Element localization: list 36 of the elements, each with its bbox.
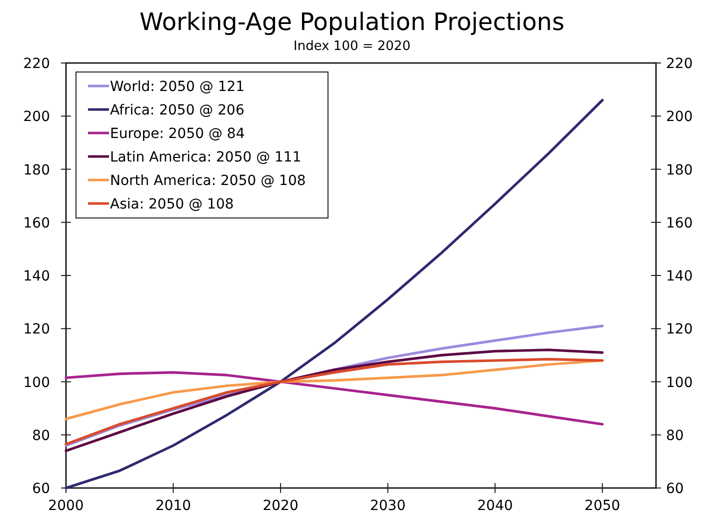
y-tick-label: 160 — [23, 215, 50, 232]
y-tick-label: 200 — [23, 109, 50, 126]
line-series — [64, 371, 604, 426]
legend-label: Africa: 2050 @ 206 — [110, 102, 244, 118]
y-tick-label: 120 — [23, 322, 50, 338]
chart-subtitle: Index 100 = 2020 — [294, 39, 410, 54]
y-tick-label: 100 — [23, 374, 50, 391]
y2-tick-label: 60 — [666, 481, 684, 497]
line-series — [64, 358, 604, 446]
line-series — [64, 348, 604, 452]
legend-label: World: 2050 @ 121 — [110, 79, 245, 95]
x-tick-label: 2010 — [155, 498, 192, 514]
y-tick-label: 140 — [23, 268, 50, 284]
legend-label: Latin America: 2050 @ 111 — [110, 150, 302, 166]
y2-tick-label: 100 — [666, 374, 693, 391]
y2-tick-label: 140 — [666, 268, 693, 284]
x-tick-label: 2020 — [262, 498, 298, 514]
legend-label: Asia: 2050 @ 108 — [110, 196, 234, 212]
x-tick-label: 2050 — [584, 498, 620, 514]
y2-tick-label: 120 — [666, 322, 693, 338]
y2-tick-label: 200 — [666, 109, 693, 126]
y-tick-label: 80 — [32, 428, 50, 444]
y-tick-label: 180 — [23, 162, 50, 178]
legend-label: Europe: 2050 @ 84 — [110, 126, 245, 142]
y2-tick-label: 220 — [666, 56, 693, 72]
x-tick-label: 2000 — [48, 498, 84, 514]
y2-tick-label: 160 — [666, 215, 693, 232]
chart-title: Working-Age Population Projections — [140, 8, 564, 36]
legend-label: North America: 2050 @ 108 — [110, 173, 306, 189]
y2-tick-label: 80 — [666, 428, 684, 444]
y2-tick-label: 180 — [666, 162, 693, 178]
x-tick-label: 2040 — [477, 498, 513, 514]
y-tick-label: 60 — [32, 481, 50, 497]
line-series — [64, 98, 604, 490]
y-tick-label: 220 — [23, 56, 50, 72]
x-tick-label: 2030 — [370, 498, 406, 514]
